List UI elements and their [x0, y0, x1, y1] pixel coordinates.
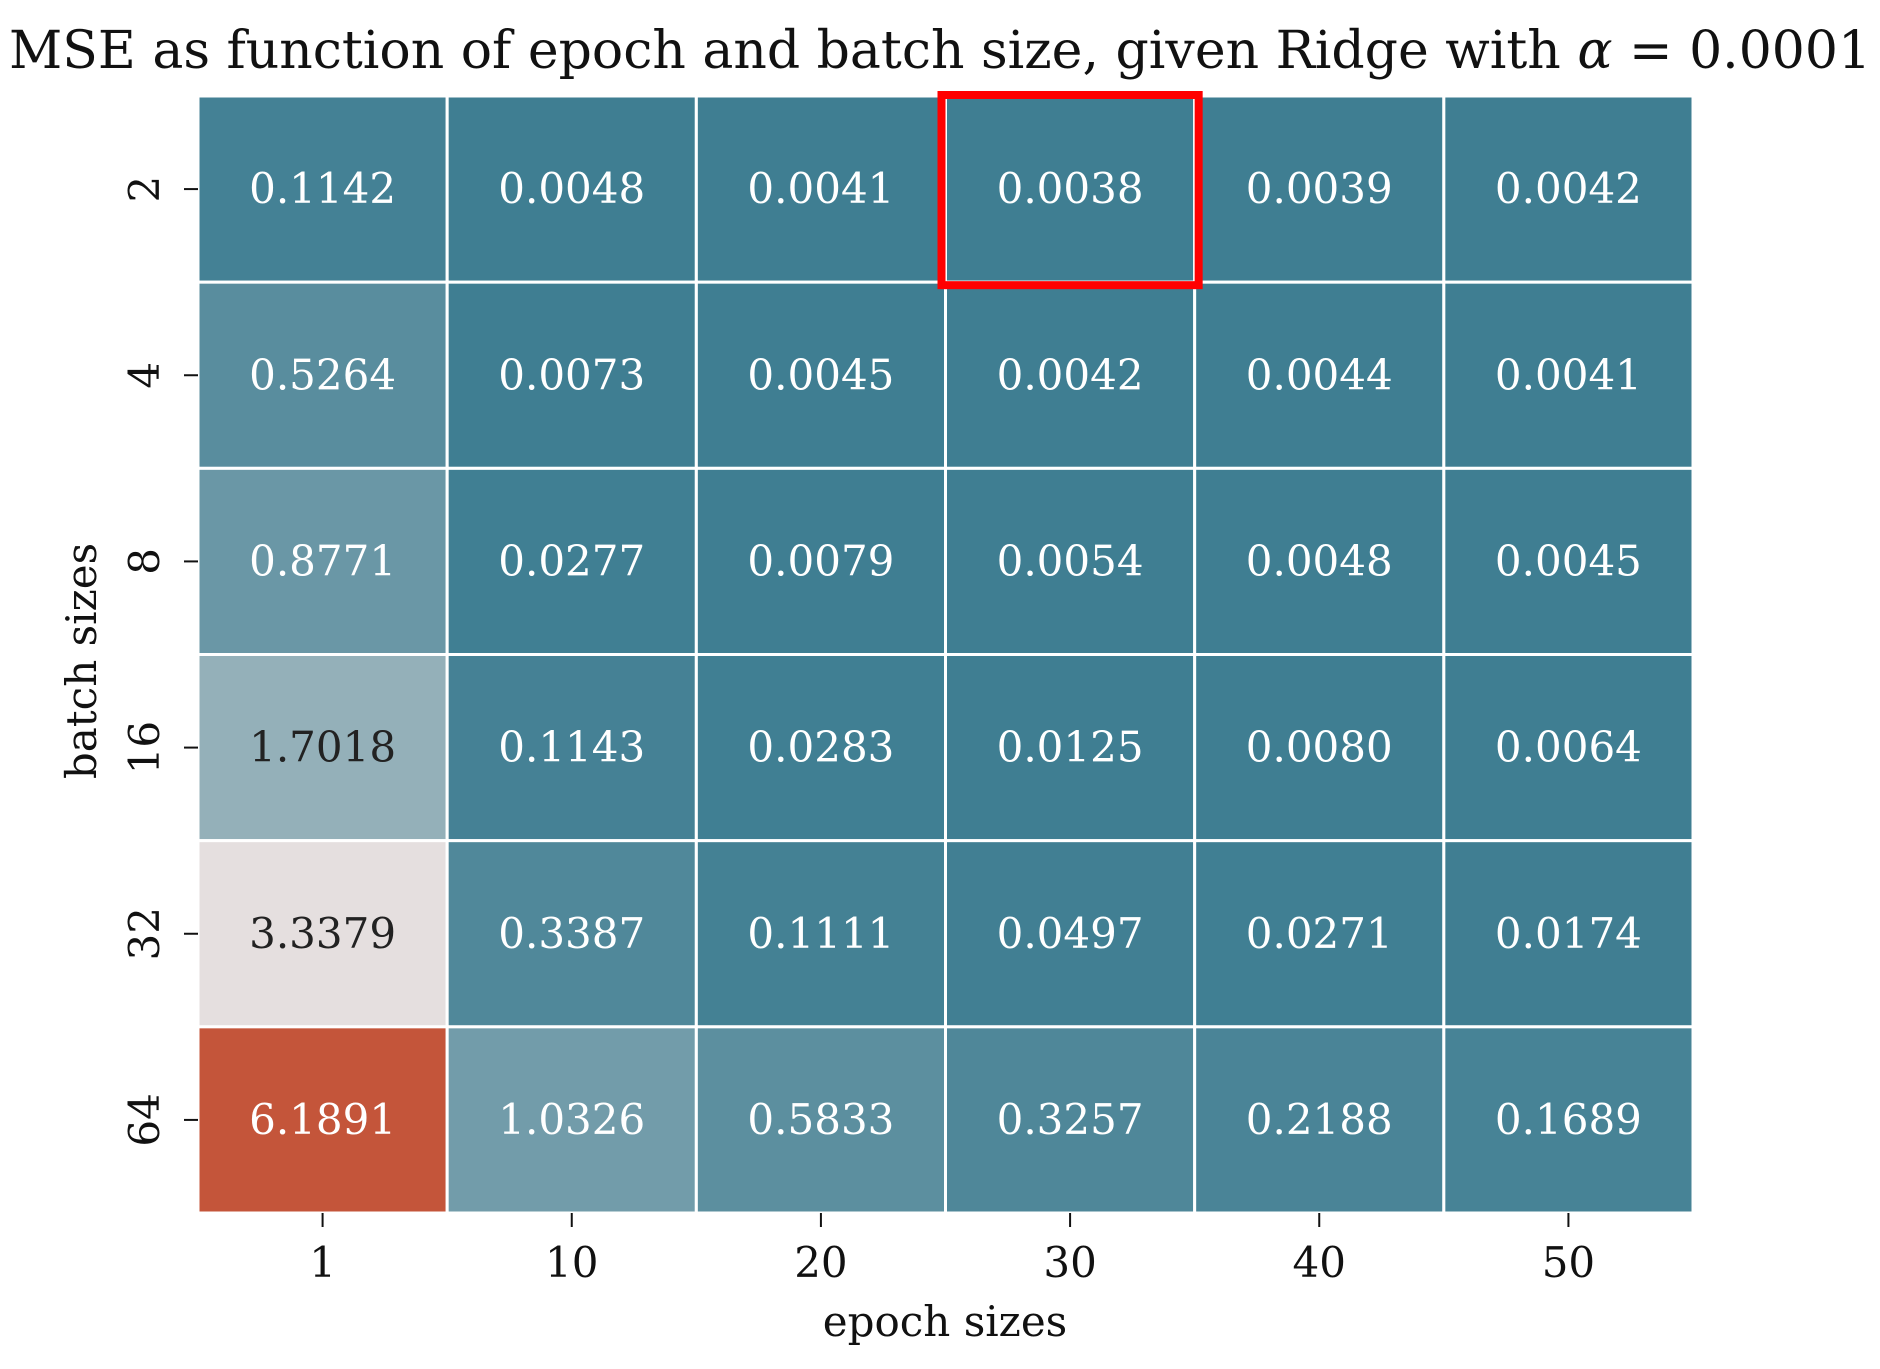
heatmap-cell-r5-c3: [944, 1025, 1197, 1215]
cell-value-label: 0.0045: [1495, 536, 1642, 585]
x-tick-label: 20: [794, 1238, 847, 1287]
heatmap-cell-r3-c0: [196, 653, 449, 843]
cell-value-label: 0.0042: [997, 350, 1144, 399]
y-tick-label: 32: [120, 907, 169, 960]
heatmap-cell-r4-c3: [944, 839, 1197, 1029]
cell-value-label: 0.0041: [1495, 350, 1642, 399]
heatmap-cell-r2-c0: [196, 466, 449, 657]
heatmap-cell-r1-c5: [1442, 280, 1695, 470]
cell-value-label: 0.1689: [1495, 1095, 1642, 1144]
chart-title: MSE as function of epoch and batch size,…: [9, 21, 1871, 81]
cell-value-label: 0.0048: [498, 164, 645, 213]
cell-value-label: 0.0039: [1246, 164, 1393, 213]
y-tick-label: 64: [120, 1093, 169, 1146]
cell-value-label: 6.1891: [249, 1095, 396, 1144]
heatmap-cell-r2-c4: [1193, 466, 1446, 657]
cell-value-label: 0.0277: [498, 536, 645, 585]
cell-value-label: 0.0045: [747, 350, 894, 399]
cell-value-label: 3.3379: [249, 909, 396, 958]
heatmap-cell-r5-c4: [1193, 1025, 1446, 1215]
y-tick-label: 8: [120, 548, 169, 575]
y-tick-label: 4: [120, 362, 169, 389]
heatmap-cell-r4-c2: [694, 839, 947, 1029]
x-tick-label: 40: [1293, 1238, 1346, 1287]
y-axis-label: batch sizes: [57, 543, 106, 779]
cell-value-label: 0.0041: [747, 164, 894, 213]
x-tick-label: 30: [1043, 1238, 1096, 1287]
cell-value-label: 0.5264: [249, 350, 396, 399]
heatmap-cell-r1-c1: [445, 280, 698, 470]
cell-value-label: 1.0326: [498, 1095, 645, 1144]
cell-value-label: 0.0079: [747, 536, 894, 585]
cell-value-label: 0.0042: [1495, 164, 1642, 213]
cell-value-label: 0.0080: [1246, 723, 1393, 772]
heatmap-cell-r0-c0: [196, 94, 449, 284]
heatmap-cell-r3-c4: [1193, 653, 1446, 843]
x-axis: 1 10 20 30 40 50: [309, 1213, 1595, 1287]
x-axis-label: epoch sizes: [823, 1297, 1067, 1346]
cell-value-label: 0.0271: [1246, 909, 1393, 958]
heatmap-cell-r2-c2: [694, 466, 947, 657]
heatmap-cell-r0-c1: [445, 94, 698, 284]
cell-value-label: 0.3387: [498, 909, 645, 958]
highlight-box: [937, 91, 1203, 290]
heatmap-cell-r3-c2: [694, 653, 947, 843]
cell-value-label: 0.0174: [1495, 909, 1642, 958]
heatmap-cell-r5-c1: [445, 1025, 698, 1215]
cell-value-label: 0.0044: [1246, 350, 1393, 399]
heatmap-cell-r4-c4: [1193, 839, 1446, 1029]
y-tick-label: 2: [120, 176, 169, 203]
cell-value-label: 1.7018: [249, 723, 396, 772]
heatmap-cell-r2-c5: [1442, 466, 1695, 657]
x-tick-label: 10: [545, 1238, 598, 1287]
y-tick-label: 16: [120, 721, 169, 774]
chart-title-suffix: = 0.0001: [1612, 21, 1871, 81]
cell-value-label: 0.0054: [997, 536, 1144, 585]
cell-value-label: 0.8771: [249, 536, 396, 585]
heatmap-cells: 0.1142 0.0048 0.0041 0.0038 0.0039 0.0042 0.52…: [196, 94, 1695, 1215]
cell-value-label: 0.0283: [747, 723, 894, 772]
chart-title-prefix: MSE as function of epoch and batch size,…: [9, 21, 1577, 81]
cell-value-label: 0.3257: [997, 1095, 1144, 1144]
cell-value-label: 0.1143: [498, 723, 645, 772]
cell-value-label: 0.0125: [997, 723, 1144, 772]
cell-value-label: 0.0073: [498, 350, 645, 399]
heatmap-cell-r5-c2: [694, 1025, 947, 1215]
cell-value-label: 0.0038: [997, 164, 1144, 213]
x-tick-label: 1: [309, 1238, 336, 1287]
cell-value-label: 0.1111: [747, 909, 894, 958]
heatmap-cell-r1-c2: [694, 280, 947, 470]
cell-value-label: 0.0497: [997, 909, 1144, 958]
chart-title-symbol: α: [1577, 21, 1612, 81]
heatmap-cell-r2-c1: [445, 466, 698, 657]
heatmap-cell-r5-c5: [1442, 1025, 1695, 1215]
x-tick-label: 50: [1542, 1238, 1595, 1287]
heatmap-cell-r3-c5: [1442, 653, 1695, 843]
cell-value-label: 0.0064: [1495, 723, 1642, 772]
highlight-layer: [937, 91, 1203, 290]
cell-value-label: 0.0048: [1246, 536, 1393, 585]
cell-value-label: 0.5833: [747, 1095, 894, 1144]
y-axis: 2 4 8 16 32 64: [120, 176, 198, 1147]
cell-value-label: 0.2188: [1246, 1095, 1393, 1144]
cell-value-label: 0.1142: [249, 164, 396, 213]
